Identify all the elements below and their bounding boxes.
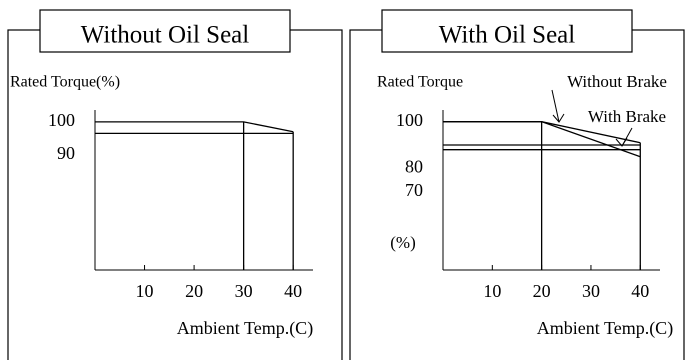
x-tick-label: 20 <box>185 281 203 301</box>
annotation: (%) <box>390 233 415 252</box>
title-box <box>381 9 633 53</box>
panel-title: With Oil Seal <box>439 22 576 49</box>
x-tick-label: 10 <box>136 281 154 301</box>
panel-title: Without Oil Seal <box>81 22 249 49</box>
y-axis-label: Rated Torque <box>377 74 463 91</box>
annotation: With Brake <box>588 107 666 126</box>
y-tick-label: 100 <box>396 110 423 130</box>
x-axis-label: Ambient Temp.(C) <box>177 318 313 339</box>
y-tick-label: 70 <box>405 180 423 200</box>
x-tick-label: 20 <box>533 281 551 301</box>
arrow <box>551 89 560 123</box>
arrow-head <box>552 113 565 123</box>
x-tick-label: 30 <box>582 281 600 301</box>
x-tick-label: 10 <box>483 281 501 301</box>
x-tick-label: 30 <box>235 281 253 301</box>
x-tick-label: 40 <box>284 281 302 301</box>
y-axis-label: Rated Torque(%) <box>10 74 120 91</box>
y-tick-label: 80 <box>405 157 423 177</box>
title-box <box>39 9 291 53</box>
x-axis-label: Ambient Temp.(C) <box>537 318 673 339</box>
x-tick-label: 40 <box>631 281 649 301</box>
annotation: Without Brake <box>567 72 667 91</box>
panel-frame <box>7 29 343 360</box>
panel-frame <box>349 29 685 360</box>
y-tick-label: 90 <box>57 143 75 163</box>
arrow-head <box>615 137 628 147</box>
y-tick-label: 100 <box>48 110 75 130</box>
